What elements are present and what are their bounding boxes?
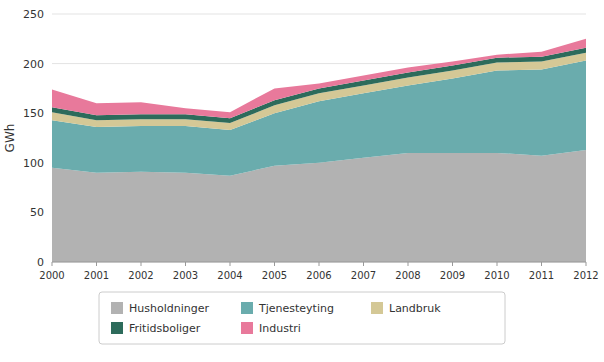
legend: Husholdninger Tjenesteyting Landbruk Fritid… (99, 292, 505, 344)
areas (52, 39, 586, 262)
grid (52, 14, 586, 262)
x-tick (185, 262, 186, 266)
y-tick-label: 50 (30, 206, 44, 219)
y-tick-label: 100 (23, 157, 44, 170)
grid-line (52, 14, 586, 15)
legend-label: Landbruk (389, 302, 441, 315)
x-tick-label: 2008 (395, 270, 420, 281)
x-tick-label: 2010 (484, 270, 509, 281)
x-tick (141, 262, 142, 266)
legend-swatch (241, 302, 253, 314)
x-tick-label: 2001 (84, 270, 109, 281)
x-tick-label: 2007 (351, 270, 376, 281)
x-tick (497, 262, 498, 266)
area (52, 39, 586, 118)
x-tick (52, 262, 53, 266)
x-tick (408, 262, 409, 266)
x-tick (452, 262, 453, 266)
x-tick-label: 2003 (173, 270, 198, 281)
legend-label: Industri (259, 322, 301, 335)
y-tick-label: 150 (23, 107, 44, 120)
x-tick-label: 2005 (262, 270, 287, 281)
legend-box (99, 292, 505, 344)
y-tick-label: 250 (23, 8, 44, 21)
x-tick-label: 2012 (573, 270, 598, 281)
x-tick-label: 2006 (306, 270, 331, 281)
legend-label: Husholdninger (129, 302, 209, 315)
legend-swatch (241, 322, 253, 334)
x-tick-label: 2009 (440, 270, 465, 281)
legend-label: Fritidsboliger (129, 322, 201, 335)
x-tick (96, 262, 97, 266)
x-tick-label: 2004 (217, 270, 242, 281)
legend-label: Tjenesteyting (258, 302, 334, 315)
x-tick (319, 262, 320, 266)
legend-swatch (111, 322, 123, 334)
y-axis-label: GWh (3, 124, 17, 153)
x-tick (274, 262, 275, 266)
x-tick (541, 262, 542, 266)
x-tick-label: 2002 (128, 270, 153, 281)
x-tick (230, 262, 231, 266)
y-tick-label: 200 (23, 58, 44, 71)
x-tick-label: 2000 (39, 270, 64, 281)
y-tick-label: 0 (37, 256, 44, 269)
legend-swatch (111, 302, 123, 314)
x-tick-label: 2011 (529, 270, 554, 281)
x-tick (363, 262, 364, 266)
x-tick (586, 262, 587, 266)
legend-swatch (371, 302, 383, 314)
chart: 0 50 100 150 200 250 2000 2001 2002 2003 2004 2005 2… (0, 0, 604, 362)
